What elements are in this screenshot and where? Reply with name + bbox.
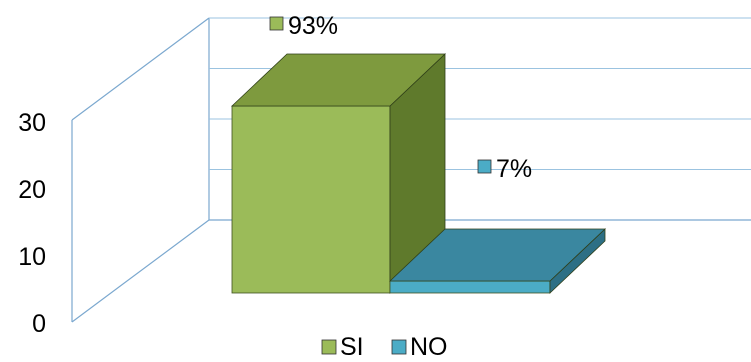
floor-left-edge [71,219,210,323]
data-label-marker [477,159,492,174]
legend-label: SI [340,333,364,361]
y-axis-ticks: 0 10 20 30 [18,109,46,338]
y-tick-label: 20 [18,176,46,204]
bar-top-face [388,228,607,282]
legend: SI NO [321,333,448,361]
data-labels: 93% 7% [269,12,532,183]
side-wall-top-edge [71,17,210,121]
data-label-text: 93% [288,12,338,40]
y-tick-label: 10 [18,243,46,271]
y-tick-label: 0 [32,310,46,338]
data-label-marker [269,16,284,31]
legend-label: NO [410,333,448,361]
y-tick-label: 30 [18,109,46,137]
legend-entry-si: SI [321,333,364,361]
bar-si [230,53,447,294]
legend-swatch [391,339,407,355]
data-label-no: 7% [477,155,532,183]
bar-front-face [389,280,551,294]
bars [230,53,607,294]
bar-top-face [230,53,447,107]
data-label-text: 7% [496,155,532,183]
data-label-si: 93% [269,12,338,40]
legend-swatch [321,339,337,355]
legend-entry-no: NO [391,333,448,361]
bar-no [388,228,607,294]
bar-front-face [231,105,391,294]
